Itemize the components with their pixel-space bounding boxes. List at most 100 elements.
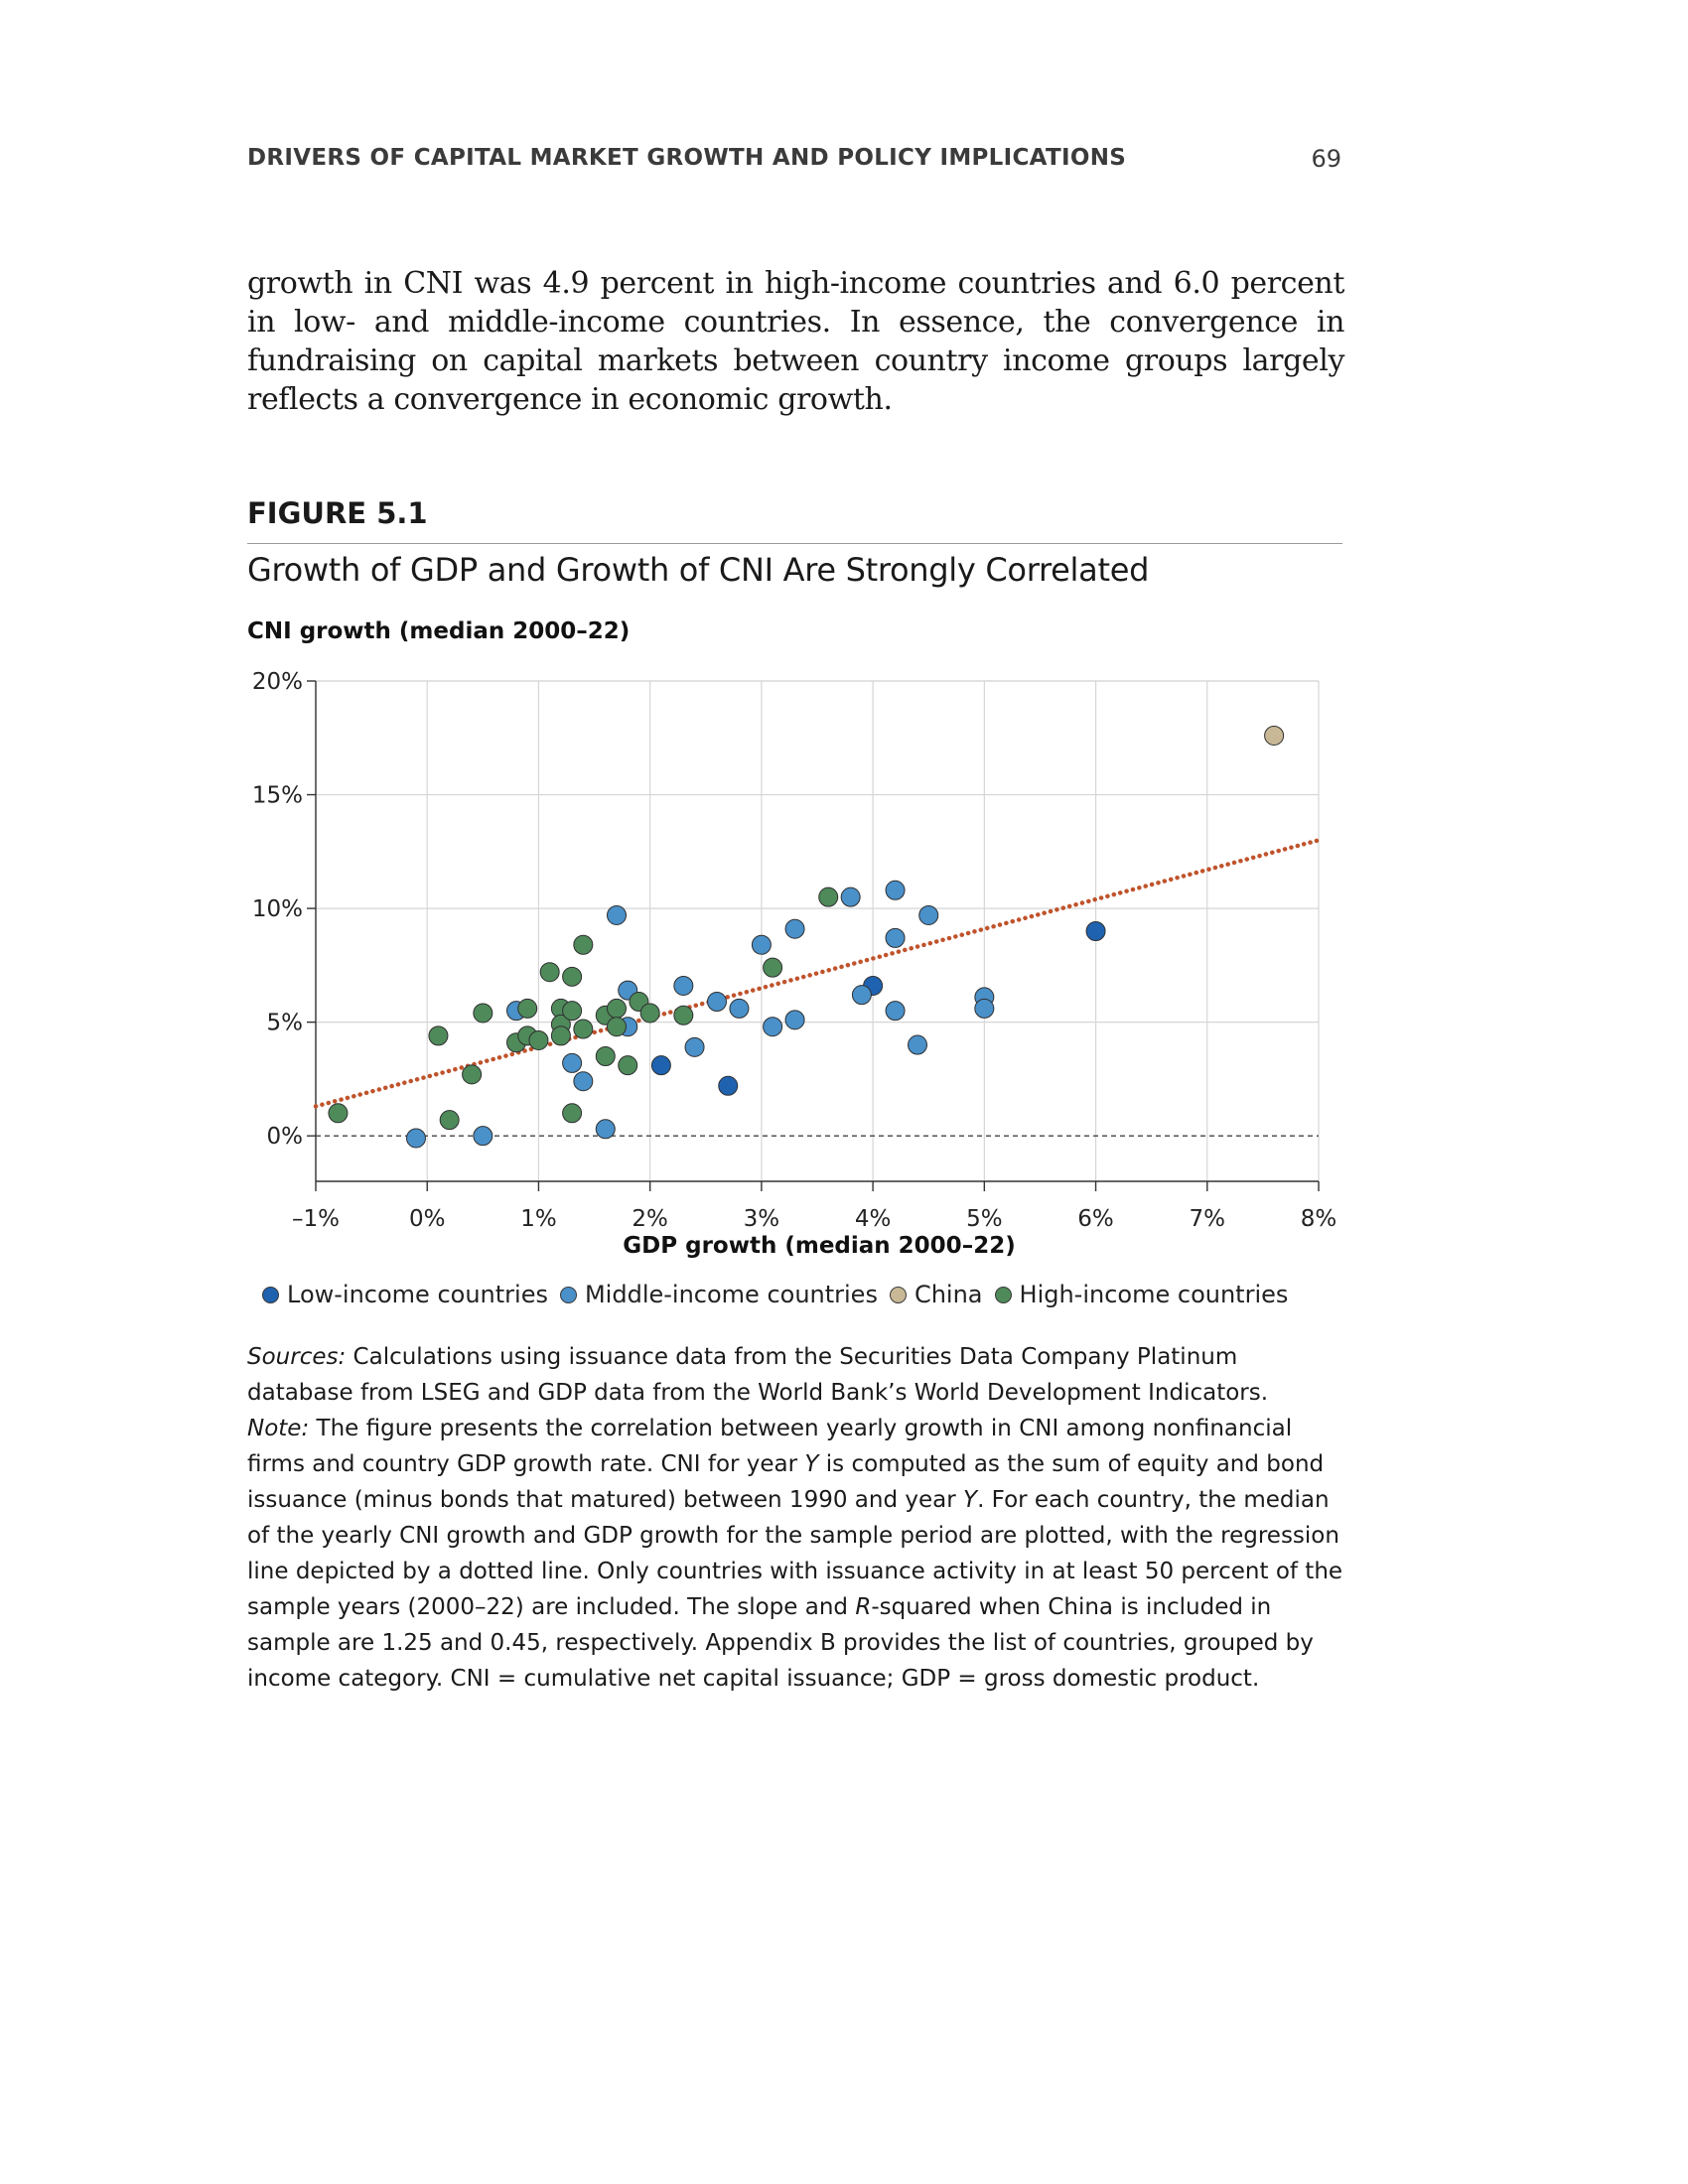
data-point-low-income-countries [1085,921,1106,941]
data-point-high-income-countries [639,1003,660,1024]
legend: Low-income countries Middle-income count… [262,1281,1300,1308]
data-point-middle-income-countries [908,1034,927,1055]
data-point-high-income-countries [428,1025,449,1046]
data-point-middle-income-countries [918,904,939,925]
note-var-y1: Y [804,1451,819,1477]
x-tick-label: 5% [966,1206,1003,1232]
data-point-high-income-countries [573,1019,594,1039]
data-point-china [1264,725,1285,746]
legend-item-china: China [889,1281,983,1308]
data-point-high-income-countries [763,957,783,978]
data-point-high-income-countries [539,962,560,983]
y-tick-label: 15% [252,783,303,809]
data-point-middle-income-countries [851,985,872,1006]
data-point-middle-income-countries [784,918,805,939]
body-paragraph: growth in CNI was 4.9 percent in high-in… [247,266,1344,417]
note-text-3: . For each country, the median of the ye… [247,1487,1343,1620]
note-text-1: The figure presents the correlation betw… [247,1416,1293,1477]
y-axis-title: CNI growth (median 2000–22) [247,618,630,644]
data-point-high-income-countries [595,1046,616,1066]
regression-line [313,838,1322,1109]
tick-labels: –1% 0% 1% 2% 3% 4% 5% 6% 7% 8% 0% 5% 10% 15% 20% [252,669,1336,1232]
legend-swatch-low-income [262,1286,279,1303]
x-tick-label: 6% [1077,1206,1114,1232]
data-points [328,725,1285,1149]
y-tick-label: 20% [252,669,303,695]
x-tick-label: 1% [520,1206,557,1232]
x-tick-label: 7% [1190,1206,1226,1232]
x-tick-label: 2% [632,1206,668,1232]
data-point-high-income-countries [473,1003,493,1024]
data-point-middle-income-countries [573,1071,594,1092]
data-point-high-income-countries [550,1025,571,1046]
data-point-high-income-countries [462,1064,483,1085]
data-point-middle-income-countries [840,887,861,907]
data-point-middle-income-countries [974,998,995,1019]
data-point-middle-income-countries [406,1128,426,1149]
figure-label: FIGURE 5.1 [247,496,428,530]
data-point-middle-income-countries [562,1052,583,1073]
sources-note: Sources: Calculations using issuance dat… [247,1339,1349,1411]
figure-rule [247,543,1342,544]
x-tick-label: 8% [1301,1206,1337,1232]
legend-item-low-income: Low-income countries [262,1281,548,1308]
x-tick-label: 0% [409,1206,446,1232]
data-point-high-income-countries [673,1005,694,1025]
data-point-high-income-countries [618,1055,638,1076]
legend-swatch-china [889,1286,907,1303]
data-point-low-income-countries [650,1055,671,1076]
data-point-high-income-countries [562,966,583,987]
y-tick-label: 0% [267,1124,304,1150]
data-point-middle-income-countries [885,1001,906,1022]
data-point-middle-income-countries [473,1126,493,1147]
data-point-middle-income-countries [729,998,750,1019]
x-tick-label: 3% [744,1206,780,1232]
regression-line-group [313,838,1322,1109]
note-text-2: is computed as the sum of equity and bon… [247,1451,1325,1513]
x-tick-label: 4% [855,1206,892,1232]
data-point-high-income-countries [528,1029,549,1050]
x-axis-title-group: GDP growth (median 2000–22) [623,1233,1015,1259]
page-number: 69 [1311,145,1341,173]
running-head: DRIVERS OF CAPITAL MARKET GROWTH AND POL… [247,145,1127,171]
data-point-high-income-countries [562,1001,583,1022]
data-point-low-income-countries [718,1075,739,1096]
legend-swatch-middle-income [559,1286,577,1303]
sources-lead: Sources: [247,1344,347,1370]
y-axis-title-group: CNI growth (median 2000–22) [247,618,630,644]
data-point-high-income-countries [607,998,627,1019]
note-var-r: R [855,1594,872,1620]
note-var-y2: Y [963,1487,978,1513]
data-point-middle-income-countries [684,1036,705,1057]
axes [307,680,1320,1191]
data-point-high-income-countries [439,1110,460,1131]
x-tick-label: –1% [292,1206,340,1232]
data-point-middle-income-countries [607,904,627,925]
data-point-high-income-countries [517,998,538,1019]
note-paragraph: Note: The figure presents the correlatio… [247,1411,1349,1697]
figure-title: Growth of GDP and Growth of CNI Are Stro… [247,551,1150,589]
data-point-high-income-countries [607,1017,627,1037]
data-point-middle-income-countries [707,992,727,1013]
data-point-high-income-countries [328,1103,349,1124]
sources-text: Calculations using issuance data from th… [247,1344,1269,1406]
legend-label-china: China [914,1281,983,1308]
data-point-middle-income-countries [763,1017,783,1037]
legend-swatch-high-income [994,1286,1012,1303]
scatter-chart: CNI growth (median 2000–22) –1% 0% 1% 2% 3% 4… [247,618,1336,1259]
data-point-middle-income-countries [885,880,906,900]
note-text-4: -squared when China is included in sampl… [247,1594,1314,1692]
y-tick-label: 10% [252,896,303,922]
legend-label-high-income: High-income countries [1019,1281,1289,1308]
data-point-middle-income-countries [595,1119,616,1140]
legend-item-high-income: High-income countries [994,1281,1289,1308]
data-point-high-income-countries [818,887,839,907]
legend-label-middle-income: Middle-income countries [584,1281,878,1308]
data-point-middle-income-countries [751,934,772,955]
data-point-middle-income-countries [885,927,906,948]
data-point-high-income-countries [573,934,594,955]
x-axis-title: GDP growth (median 2000–22) [623,1233,1015,1259]
legend-item-middle-income: Middle-income countries [559,1281,878,1308]
gridlines [315,680,1320,1181]
legend-label-low-income: Low-income countries [287,1281,548,1308]
